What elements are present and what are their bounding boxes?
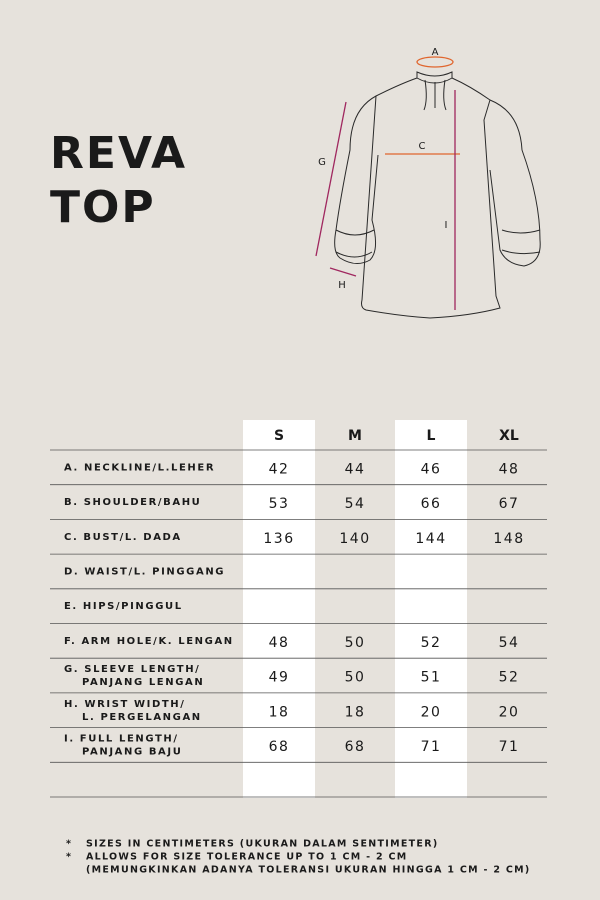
size-value: 44: [345, 461, 366, 477]
size-value: 71: [499, 739, 520, 755]
size-value: 67: [499, 496, 520, 512]
note-text: (MEMUNGKINKAN ADANYA TOLERANSI UKURAN HI…: [86, 865, 531, 876]
row-label: C. BUST/L. DADA: [64, 532, 182, 543]
row-label: F. ARM HOLE/K. LENGAN: [64, 636, 234, 647]
size-header: S: [274, 428, 284, 444]
measure-label: I: [445, 220, 448, 231]
size-value: 48: [499, 461, 520, 477]
measure-label: A: [432, 47, 439, 58]
measure-label: C: [419, 141, 426, 152]
title-line: REVA: [50, 128, 187, 179]
size-value: 50: [345, 670, 366, 686]
row-label: I. FULL LENGTH/: [64, 733, 179, 744]
row-label: A. NECKLINE/L.LEHER: [64, 462, 215, 473]
size-value: 68: [345, 739, 366, 755]
size-value: 49: [269, 670, 290, 686]
size-value: 53: [269, 496, 290, 512]
size-value: 50: [345, 635, 366, 651]
size-header: L: [427, 428, 436, 444]
note-text: ALLOWS FOR SIZE TOLERANCE UP TO 1 CM - 2…: [86, 852, 408, 863]
note-marker: *: [66, 839, 72, 850]
garment-drawing: [334, 71, 541, 319]
size-value: 51: [421, 670, 442, 686]
size-value: 140: [339, 531, 370, 547]
size-value: 54: [345, 496, 366, 512]
size-value: 144: [415, 531, 446, 547]
size-header: M: [348, 428, 362, 444]
row-label: B. SHOULDER/BAHU: [64, 497, 201, 508]
size-value: 54: [499, 635, 520, 651]
row-label: D. WAIST/L. PINGGANG: [64, 566, 225, 577]
row-label: PANJANG LENGAN: [82, 677, 204, 688]
size-value: 48: [269, 635, 290, 651]
size-value: 66: [421, 496, 442, 512]
size-value: 71: [421, 739, 442, 755]
column-band: [395, 420, 467, 798]
size-value: 20: [499, 704, 520, 720]
measure-label: G: [318, 157, 326, 168]
row-label: L. PERGELANGAN: [82, 712, 202, 723]
size-value: 136: [263, 531, 294, 547]
size-value: 68: [269, 739, 290, 755]
size-value: 52: [421, 635, 442, 651]
size-header: XL: [499, 428, 519, 444]
measure-marks: [315, 56, 460, 310]
note-text: SIZES IN CENTIMETERS (UKURAN DALAM SENTI…: [86, 839, 438, 850]
title-line: TOP: [50, 182, 156, 233]
size-value: 20: [421, 704, 442, 720]
measure-label: H: [338, 280, 346, 291]
size-value: 42: [269, 461, 290, 477]
row-label: PANJANG BAJU: [82, 746, 182, 757]
row-label: E. HIPS/PINGGUL: [64, 601, 183, 612]
row-label: H. WRIST WIDTH/: [64, 699, 186, 710]
row-label: G. SLEEVE LENGTH/: [64, 664, 200, 675]
size-value: 148: [493, 531, 524, 547]
size-value: 18: [345, 704, 366, 720]
size-value: 18: [269, 704, 290, 720]
size-value: 52: [499, 670, 520, 686]
column-band: [243, 420, 315, 798]
note-marker: *: [66, 852, 72, 863]
size-value: 46: [421, 461, 442, 477]
